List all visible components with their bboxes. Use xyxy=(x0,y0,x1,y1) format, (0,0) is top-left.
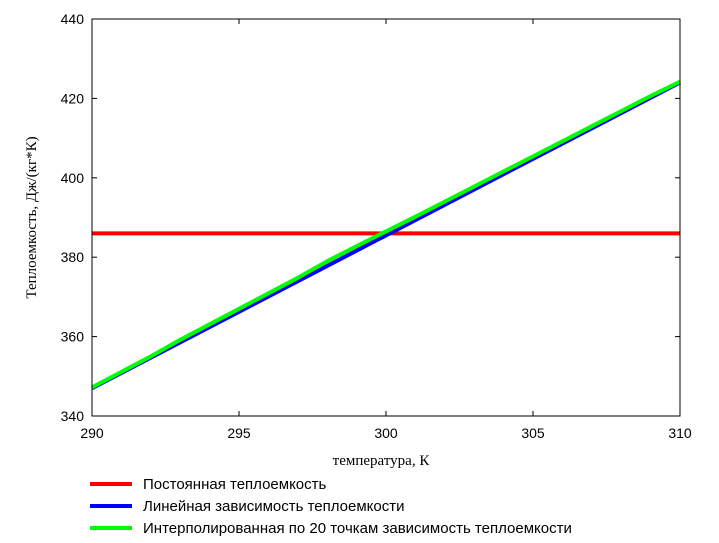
legend: Постоянная теплоемкость Линейная зависимо… xyxy=(90,476,572,537)
y-tick-label: 420 xyxy=(61,90,85,106)
series-line-2 xyxy=(91,79,681,390)
x-tick-label: 310 xyxy=(668,425,692,441)
tick-labels: 290 295 300 305 310 340 360 380 400 420 440 xyxy=(61,11,692,441)
y-tick-label: 340 xyxy=(61,408,85,424)
plot-frame xyxy=(91,18,681,417)
y-tick-label: 400 xyxy=(61,170,85,186)
y-tick-label: 380 xyxy=(61,249,85,265)
y-tick-label: 360 xyxy=(61,329,85,345)
legend-label-2: Интерполированная по 20 точкам зависимос… xyxy=(143,520,572,537)
tick-marks xyxy=(91,18,681,417)
y-tick-label: 440 xyxy=(61,11,85,27)
x-tick-label: 300 xyxy=(374,425,398,441)
x-tick-label: 290 xyxy=(80,425,104,441)
plot-lines xyxy=(91,79,681,390)
x-tick-label: 305 xyxy=(521,425,545,441)
legend-label-0: Постоянная теплоемкость xyxy=(143,476,327,493)
y-axis-title: Теплоемкость, Дж/(кг*К) xyxy=(24,136,40,298)
x-axis-title: температура, К xyxy=(333,453,431,469)
legend-label-1: Линейная зависимость теплоемкости xyxy=(143,498,405,515)
x-tick-label: 295 xyxy=(227,425,251,441)
